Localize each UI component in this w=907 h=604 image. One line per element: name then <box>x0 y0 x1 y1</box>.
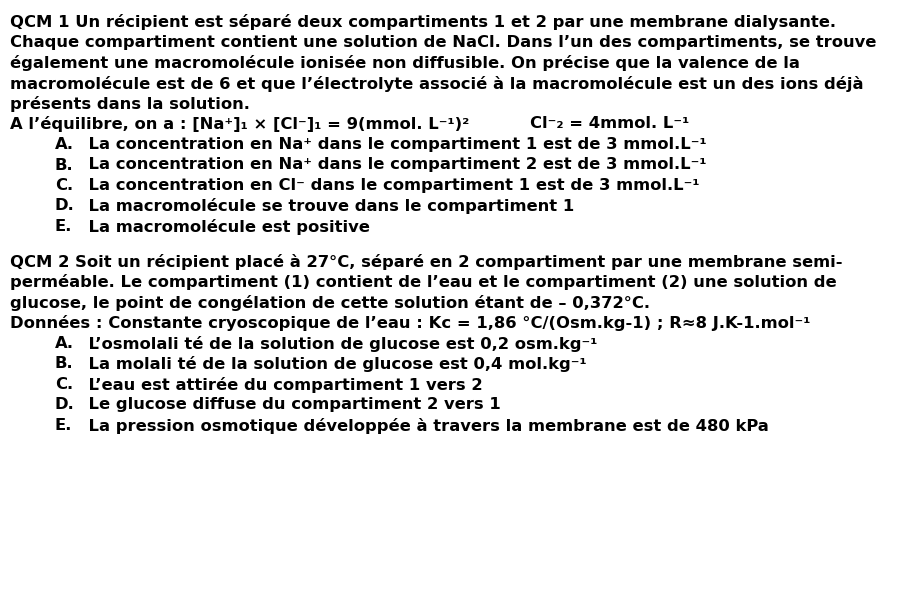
Text: B.: B. <box>55 356 73 371</box>
Text: QCM 1 Un récipient est séparé deux compartiments 1 et 2 par une membrane dialysa: QCM 1 Un récipient est séparé deux compa… <box>10 14 836 30</box>
Text: A.: A. <box>55 137 74 152</box>
Text: D.: D. <box>55 397 74 413</box>
Text: glucose, le point de congélation de cette solution étant de – 0,372°C.: glucose, le point de congélation de cett… <box>10 295 650 311</box>
Text: D.: D. <box>55 199 74 213</box>
Text: C.: C. <box>55 377 73 392</box>
Text: La concentration en Na⁺ dans le compartiment 2 est de 3 mmol.L⁻¹: La concentration en Na⁺ dans le comparti… <box>77 158 707 173</box>
Text: QCM 2 Soit un récipient placé à 27°C, séparé en 2 compartiment par une membrane : QCM 2 Soit un récipient placé à 27°C, sé… <box>10 254 843 270</box>
Text: macromolécule est de 6 et que l’électrolyte associé à la macromolécule est un de: macromolécule est de 6 et que l’électrol… <box>10 76 863 91</box>
Text: Chaque compartiment contient une solution de NaCl. Dans l’un des compartiments, : Chaque compartiment contient une solutio… <box>10 34 876 50</box>
Text: La concentration en Cl⁻ dans le compartiment 1 est de 3 mmol.L⁻¹: La concentration en Cl⁻ dans le comparti… <box>77 178 699 193</box>
Text: La macromolécule est positive: La macromolécule est positive <box>77 219 370 235</box>
Text: Le glucose diffuse du compartiment 2 vers 1: Le glucose diffuse du compartiment 2 ver… <box>77 397 501 413</box>
Text: perméable. Le compartiment (1) contient de l’eau et le compartiment (2) une solu: perméable. Le compartiment (1) contient … <box>10 274 836 291</box>
Text: A.: A. <box>55 336 74 351</box>
Text: L’osmolali té de la solution de glucose est 0,2 osm.kg⁻¹: L’osmolali té de la solution de glucose … <box>77 336 598 352</box>
Text: Cl⁻₂ = 4mmol. L⁻¹: Cl⁻₂ = 4mmol. L⁻¹ <box>530 117 689 132</box>
Text: C.: C. <box>55 178 73 193</box>
Text: La macromolécule se trouve dans le compartiment 1: La macromolécule se trouve dans le compa… <box>77 199 574 214</box>
Text: également une macromolécule ionisée non diffusible. On précise que la valence de: également une macromolécule ionisée non … <box>10 55 800 71</box>
Text: La pression osmotique développée à travers la membrane est de 480 kPa: La pression osmotique développée à trave… <box>77 418 769 434</box>
Text: Données : Constante cryoscopique de l’eau : Kc = 1,86 °C/(Osm.kg-1) ; R≈8 J.K-1.: Données : Constante cryoscopique de l’ea… <box>10 315 810 332</box>
Text: présents dans la solution.: présents dans la solution. <box>10 96 249 112</box>
Text: B.: B. <box>55 158 73 173</box>
Text: A l’équilibre, on a : [Na⁺]₁ × [Cl⁻]₁ = 9(mmol. L⁻¹)²: A l’équilibre, on a : [Na⁺]₁ × [Cl⁻]₁ = … <box>10 117 469 132</box>
Text: L’eau est attirée du compartiment 1 vers 2: L’eau est attirée du compartiment 1 vers… <box>77 377 483 393</box>
Text: La molali té de la solution de glucose est 0,4 mol.kg⁻¹: La molali té de la solution de glucose e… <box>77 356 587 372</box>
Text: La concentration en Na⁺ dans le compartiment 1 est de 3 mmol.L⁻¹: La concentration en Na⁺ dans le comparti… <box>77 137 707 152</box>
Text: E.: E. <box>55 418 73 433</box>
Text: E.: E. <box>55 219 73 234</box>
